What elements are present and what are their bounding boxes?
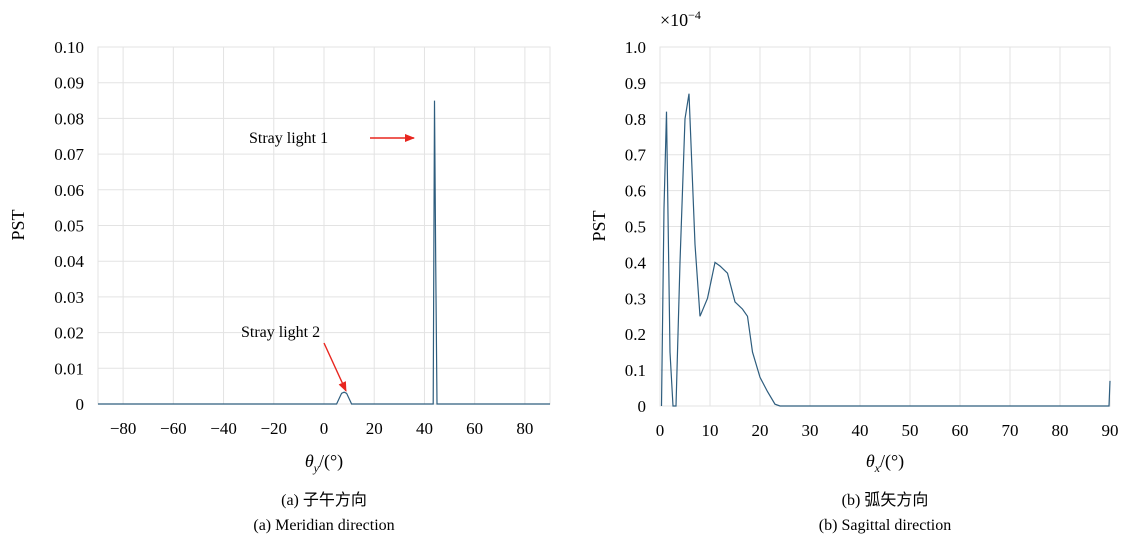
annotation-arrow-2 (323, 342, 347, 392)
y-tick-label: 0.09 (54, 74, 84, 93)
y-tick-label: 0.07 (54, 145, 84, 164)
x-tick-label: 60 (952, 421, 969, 440)
x-tick-label: 0 (656, 421, 665, 440)
x-axis-label: θx/(°) (866, 451, 904, 475)
y-tick-label: 0.9 (625, 74, 646, 93)
caption-en-b: (b) Sagittal direction (819, 517, 951, 534)
annotation-stray-light-1: Stray light 1 (249, 130, 328, 147)
y-tick-labels: 0 0.01 0.02 0.03 0.04 0.05 0.06 0.07 0.08 0.09 0.1… (54, 38, 84, 414)
x-tick-label: 40 (852, 421, 869, 440)
series (98, 100, 550, 405)
grid-lines (659, 46, 1111, 407)
y-tick-label: 0.2 (625, 325, 646, 344)
y-tick-label: 0.03 (54, 288, 84, 307)
y-tick-label: 0.10 (54, 38, 84, 57)
annotation-stray-light-2: Stray light 2 (241, 324, 320, 341)
x-tick-labels: 0 10 20 30 40 50 60 70 80 90 (656, 421, 1119, 440)
y-tick-label: 0.01 (54, 359, 84, 378)
x-axis-symbol: θ (305, 451, 314, 471)
x-tick-labels: −80 −60 −40 −20 0 20 40 60 80 (110, 419, 534, 438)
x-tick-label: 40 (416, 419, 433, 438)
series-line (98, 100, 550, 405)
x-tick-label: −20 (260, 419, 287, 438)
x-tick-label: −60 (160, 419, 187, 438)
y-tick-label: 0.6 (625, 182, 646, 201)
x-tick-label: 80 (516, 419, 533, 438)
series-line (660, 93, 1111, 407)
y-tick-label: 0.7 (625, 146, 647, 165)
caption-en-a: (a) Meridian direction (253, 517, 394, 534)
x-axis-symbol: θ (866, 451, 875, 471)
y-axis-label: PST (589, 210, 609, 241)
caption-cn-b: (b) 弧矢方向 (842, 491, 929, 509)
x-axis-subscript: x (874, 461, 881, 475)
x-tick-label: 0 (320, 419, 329, 438)
x-tick-label: 50 (902, 421, 919, 440)
x-axis-unit: /(°) (319, 451, 343, 472)
series (660, 93, 1111, 407)
x-tick-label: 80 (1052, 421, 1069, 440)
y-scale-factor: ×10−4 (660, 8, 701, 30)
y-tick-label: 0.1 (625, 361, 646, 380)
scale-base: ×10 (660, 10, 688, 30)
x-tick-label: −80 (110, 419, 137, 438)
x-axis-subscript: y (313, 461, 320, 475)
y-tick-label: 0.5 (625, 218, 646, 237)
y-tick-label: 0.8 (625, 110, 646, 129)
x-tick-label: 10 (702, 421, 719, 440)
grid-lines (97, 46, 551, 405)
x-axis-label: θy/(°) (305, 451, 343, 475)
y-tick-label: 0.05 (54, 217, 84, 236)
x-tick-label: 30 (802, 421, 819, 440)
y-tick-label: 0.08 (54, 109, 84, 128)
y-tick-labels: 0 0.1 0.2 0.3 0.4 0.5 0.6 0.7 0.8 0.9 1.0 (625, 38, 647, 416)
y-tick-label: 0.4 (625, 253, 647, 272)
scale-exponent: −4 (688, 8, 701, 22)
y-tick-label: 0 (638, 397, 647, 416)
y-tick-label: 0.04 (54, 252, 84, 271)
y-tick-label: 0 (76, 395, 85, 414)
x-tick-label: 20 (752, 421, 769, 440)
y-tick-label: 1.0 (625, 38, 646, 57)
x-tick-label: 90 (1102, 421, 1119, 440)
x-tick-label: 70 (1002, 421, 1019, 440)
x-tick-label: 60 (466, 419, 483, 438)
y-tick-label: 0.06 (54, 181, 84, 200)
y-tick-label: 0.3 (625, 289, 646, 308)
caption-cn-a: (a) 子午方向 (281, 491, 367, 509)
y-tick-label: 0.02 (54, 324, 84, 343)
x-tick-label: −40 (210, 419, 237, 438)
x-tick-label: 20 (366, 419, 383, 438)
y-axis-label: PST (8, 209, 28, 240)
x-axis-unit: /(°) (880, 451, 904, 472)
chart-sagittal: 0 0.1 0.2 0.3 0.4 0.5 0.6 0.7 0.8 0.9 1.0 0 10 20 30 4… (589, 8, 1119, 534)
chart-meridian: 0 0.01 0.02 0.03 0.04 0.05 0.06 0.07 0.08 0.09 0.1… (8, 38, 551, 534)
